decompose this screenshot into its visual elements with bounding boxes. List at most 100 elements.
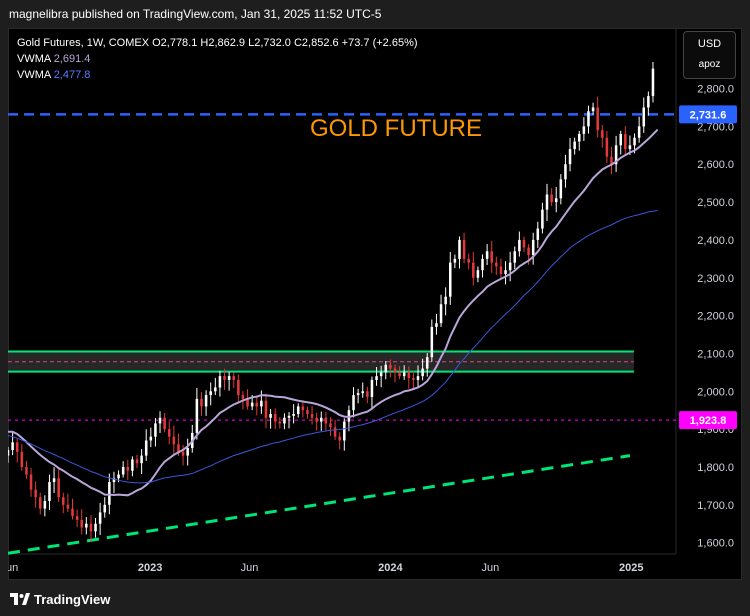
candle-body[interactable] — [29, 474, 33, 490]
candle-body[interactable] — [462, 239, 466, 259]
candle-body[interactable] — [66, 504, 70, 509]
candle-body[interactable] — [393, 368, 397, 373]
candle-body[interactable] — [513, 251, 517, 263]
candle-body[interactable] — [577, 133, 581, 142]
candle-body[interactable] — [416, 376, 420, 380]
candle-body[interactable] — [624, 133, 627, 150]
candle-body[interactable] — [75, 516, 79, 520]
candle-body[interactable] — [25, 466, 28, 475]
candle-body[interactable] — [71, 508, 74, 517]
candle-body[interactable] — [103, 504, 107, 513]
candle-body[interactable] — [186, 448, 189, 456]
vwma-slow-line[interactable] — [8, 210, 658, 484]
candle-body[interactable] — [628, 145, 632, 150]
candle-body[interactable] — [370, 379, 374, 397]
candle-body[interactable] — [352, 395, 355, 411]
candle-body[interactable] — [550, 194, 553, 203]
candle-body[interactable] — [223, 376, 226, 380]
candle-body[interactable] — [167, 429, 171, 437]
candle-body[interactable] — [347, 410, 351, 422]
candle-body[interactable] — [177, 444, 180, 452]
candle-body[interactable] — [126, 466, 130, 471]
candle-body[interactable] — [518, 239, 521, 252]
candle-body[interactable] — [227, 376, 231, 380]
vwma-fast-line[interactable] — [8, 128, 659, 497]
rising-trendline[interactable] — [8, 454, 631, 555]
candle-body[interactable] — [366, 391, 369, 397]
candle-body[interactable] — [241, 395, 245, 399]
candle-body[interactable] — [57, 478, 60, 498]
candle-body[interactable] — [181, 451, 185, 456]
candle-body[interactable] — [591, 107, 595, 112]
candle-body[interactable] — [564, 164, 567, 180]
candle-body[interactable] — [458, 239, 461, 259]
candle-body[interactable] — [154, 423, 157, 437]
candle-body[interactable] — [596, 107, 599, 131]
candle-body[interactable] — [11, 442, 14, 450]
candle-body[interactable] — [264, 400, 268, 418]
candle-body[interactable] — [356, 393, 360, 396]
candle-body[interactable] — [246, 398, 249, 407]
candle-body[interactable] — [158, 417, 162, 424]
candle-body[interactable] — [642, 107, 646, 127]
candle-body[interactable] — [425, 357, 429, 369]
candle-body[interactable] — [273, 413, 277, 422]
candle-body[interactable] — [605, 137, 609, 157]
candle-body[interactable] — [98, 512, 102, 524]
candle-body[interactable] — [536, 228, 540, 240]
consolidation-zone[interactable] — [8, 351, 634, 372]
candle-body[interactable] — [499, 266, 503, 274]
candle-body[interactable] — [389, 364, 392, 369]
candle-body[interactable] — [384, 364, 388, 373]
candle-body[interactable] — [522, 239, 526, 248]
candle-body[interactable] — [310, 413, 314, 418]
candle-body[interactable] — [38, 497, 42, 509]
candle-body[interactable] — [508, 262, 512, 271]
candle-body[interactable] — [149, 436, 153, 441]
candle-body[interactable] — [260, 400, 263, 407]
candle-body[interactable] — [301, 406, 305, 411]
candle-body[interactable] — [250, 402, 254, 407]
currency-selector[interactable]: USD apoz — [683, 31, 736, 79]
candle-body[interactable] — [647, 96, 650, 108]
candle-body[interactable] — [430, 326, 434, 358]
candle-body[interactable] — [283, 417, 286, 424]
candle-body[interactable] — [117, 474, 120, 479]
candle-body[interactable] — [651, 68, 655, 97]
price-chart[interactable]: 1,600.01,700.01,800.01,900.02,000.02,100… — [8, 28, 742, 580]
candle-body[interactable] — [320, 417, 323, 422]
candle-body[interactable] — [218, 376, 222, 388]
candle-body[interactable] — [292, 413, 295, 416]
candle-body[interactable] — [172, 436, 176, 445]
candle-body[interactable] — [144, 440, 148, 456]
candle-body[interactable] — [278, 421, 282, 424]
candle-body[interactable] — [467, 258, 470, 263]
candle-body[interactable] — [379, 372, 383, 377]
candle-body[interactable] — [541, 209, 544, 229]
candle-body[interactable] — [559, 179, 563, 199]
candle-body[interactable] — [306, 410, 309, 414]
candle-body[interactable] — [375, 376, 378, 380]
candle-body[interactable] — [34, 489, 37, 498]
candle-body[interactable] — [163, 417, 166, 430]
candle-body[interactable] — [495, 262, 498, 267]
candle-body[interactable] — [209, 391, 212, 396]
candle-body[interactable] — [287, 415, 291, 418]
candle-body[interactable] — [448, 262, 452, 297]
candle-body[interactable] — [444, 296, 447, 305]
candle-body[interactable] — [398, 372, 401, 377]
candle-body[interactable] — [121, 466, 125, 475]
candle-body[interactable] — [601, 130, 604, 138]
candle-body[interactable] — [421, 368, 424, 377]
candle-body[interactable] — [568, 149, 572, 165]
candle-body[interactable] — [453, 258, 457, 263]
candle-body[interactable] — [62, 497, 65, 505]
candle-body[interactable] — [490, 251, 493, 263]
candle-body[interactable] — [527, 247, 530, 256]
candle-body[interactable] — [587, 111, 590, 127]
candle-body[interactable] — [343, 421, 346, 441]
candle-body[interactable] — [43, 501, 47, 509]
candle-body[interactable] — [52, 478, 56, 483]
candle-body[interactable] — [582, 126, 586, 134]
candle-body[interactable] — [333, 427, 337, 437]
